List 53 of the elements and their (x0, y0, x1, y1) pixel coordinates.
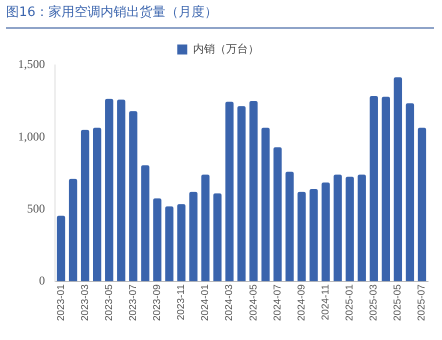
bar (406, 103, 414, 282)
x-tick-label: 2023-11 (176, 284, 188, 320)
bar (273, 147, 282, 282)
y-tick-label: 500 (27, 201, 45, 216)
bar (165, 206, 174, 282)
legend-label: 内销（万台） (192, 42, 259, 56)
x-tick-label: 2025-01 (344, 284, 356, 322)
bar (129, 111, 138, 282)
bar (370, 96, 378, 282)
bar (346, 176, 354, 282)
bar (68, 178, 78, 282)
bar (394, 77, 402, 282)
x-tick-label: 2024-03 (224, 284, 236, 322)
bar (93, 128, 102, 282)
x-tick-label: 2023-03 (80, 284, 91, 322)
bar (141, 165, 150, 282)
x-tick-label: 2024-07 (272, 284, 284, 322)
bar (117, 100, 126, 282)
x-tick-label: 2023-05 (104, 284, 115, 322)
x-tick-label: 2025-03 (368, 284, 380, 322)
bar (105, 98, 114, 282)
x-tick-label: 2024-11 (320, 284, 332, 320)
bar (56, 216, 66, 282)
bar (334, 174, 342, 282)
bar (153, 198, 162, 282)
bar (382, 96, 390, 282)
bar (201, 174, 210, 282)
x-tick-label: 2025-07 (416, 284, 428, 322)
x-tick-label: 2024-09 (296, 284, 308, 322)
bar (261, 128, 270, 282)
y-tick-label: 1,000 (18, 129, 45, 144)
y-tick-label: 0 (39, 273, 45, 288)
bar (225, 102, 234, 282)
y-tick-label: 1,500 (18, 57, 45, 72)
x-tick-label: 2025-05 (392, 284, 404, 322)
x-tick-label: 2023-01 (56, 284, 67, 322)
x-tick-label: 2024-01 (200, 284, 212, 322)
bar (237, 106, 246, 282)
x-tick-label: 2023-07 (128, 284, 139, 322)
bar (286, 172, 294, 282)
bar (213, 193, 222, 282)
bar (322, 182, 330, 282)
bar (418, 128, 426, 282)
bar (358, 174, 366, 282)
bar (249, 101, 258, 282)
bar (80, 130, 90, 282)
bar (177, 204, 186, 282)
bar (298, 192, 306, 282)
bar (310, 189, 318, 282)
x-tick-label: 2024-05 (248, 284, 260, 322)
chart-title: 图16：家用空调内销出货量（月度） (6, 4, 434, 29)
x-tick-label: 2023-09 (152, 284, 164, 322)
bar (189, 192, 198, 282)
